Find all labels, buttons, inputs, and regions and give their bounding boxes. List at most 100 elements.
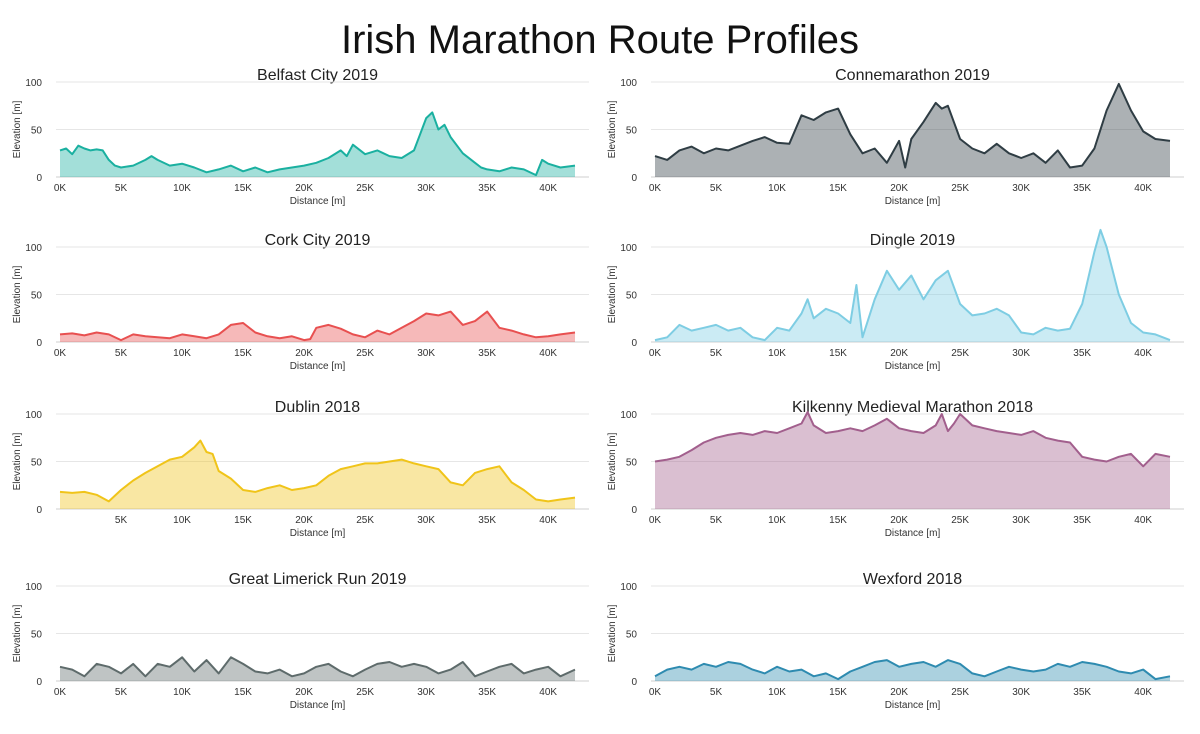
x-axis-label: Distance [m] xyxy=(885,196,941,207)
x-tick-label: 10K xyxy=(768,687,786,698)
x-tick-label: 20K xyxy=(890,515,908,526)
x-tick-label: 35K xyxy=(478,687,496,698)
x-tick-label: 30K xyxy=(1012,515,1030,526)
x-tick-label: 35K xyxy=(1073,687,1091,698)
x-tick-label: 10K xyxy=(768,183,786,194)
x-tick-label: 15K xyxy=(234,348,252,359)
x-tick-label: 5K xyxy=(710,348,723,359)
x-tick-label: 25K xyxy=(951,515,969,526)
elevation-line xyxy=(59,111,576,177)
chart-panel-3: Cork City 2019 0 50 100 0K 5K 10K 15K 20K 25K 30K 3… xyxy=(12,232,589,372)
x-tick-label: 40K xyxy=(1134,687,1152,698)
y-tick-label: 50 xyxy=(626,126,638,137)
y-tick-label: 100 xyxy=(25,78,42,89)
x-tick-label: 0K xyxy=(649,348,662,359)
x-tick-label: 40K xyxy=(539,183,557,194)
y-tick-label: 0 xyxy=(36,173,42,184)
x-tick-label: 20K xyxy=(890,183,908,194)
elevation-area xyxy=(655,83,1170,177)
elevation-area xyxy=(655,412,1170,509)
x-tick-label: 20K xyxy=(295,687,313,698)
y-tick-label: 100 xyxy=(25,243,42,254)
x-tick-label: 10K xyxy=(768,348,786,359)
x-tick-label: 35K xyxy=(478,348,496,359)
x-tick-label: 5K xyxy=(115,687,128,698)
x-tick-label: 0K xyxy=(649,183,662,194)
y-tick-label: 0 xyxy=(631,677,637,688)
x-tick-label: 0K xyxy=(54,687,67,698)
x-tick-label: 20K xyxy=(295,515,313,526)
x-tick-label: 25K xyxy=(356,348,374,359)
y-axis-label: Elevation [m] xyxy=(607,604,618,662)
x-tick-label: 35K xyxy=(478,183,496,194)
y-tick-label: 100 xyxy=(620,582,637,593)
elevation-area xyxy=(60,112,575,177)
x-tick-label: 40K xyxy=(1134,183,1152,194)
y-axis-label: Elevation [m] xyxy=(607,265,618,323)
chart-panel-2: Connemarathon 2019 0 50 100 0K 5K 10K 15K 20K 25K… xyxy=(607,67,1184,207)
panel-title: Cork City 2019 xyxy=(265,232,371,249)
elevation-area xyxy=(655,229,1170,342)
x-tick-label: 30K xyxy=(1012,183,1030,194)
x-tick-label: 10K xyxy=(173,515,191,526)
x-tick-label: 30K xyxy=(1012,348,1030,359)
x-tick-label: 0K xyxy=(649,687,662,698)
x-tick-label: 30K xyxy=(417,348,435,359)
x-tick-label: 0K xyxy=(649,515,662,526)
x-tick-label: 40K xyxy=(539,515,557,526)
x-tick-label: 5K xyxy=(710,515,723,526)
elevation-area xyxy=(60,311,575,342)
x-tick-label: 20K xyxy=(890,348,908,359)
x-tick-label: 10K xyxy=(173,687,191,698)
y-axis-label: Elevation [m] xyxy=(12,604,23,662)
chart-panel-8: Wexford 2018 0 50 100 0K 5K 10K 15K 20K 25K 30K 35K… xyxy=(607,571,1184,711)
x-tick-label: 15K xyxy=(829,183,847,194)
x-axis-label: Distance [m] xyxy=(290,361,346,372)
x-tick-label: 15K xyxy=(829,515,847,526)
x-tick-label: 15K xyxy=(829,687,847,698)
panel-title: Great Limerick Run 2019 xyxy=(229,571,407,588)
elevation-line xyxy=(654,411,1171,468)
x-axis-label: Distance [m] xyxy=(885,361,941,372)
elevation-line xyxy=(59,656,576,678)
x-tick-label: 30K xyxy=(417,687,435,698)
chart-panel-5: Dublin 2018 0 50 100 5K 10K 15K 20K 25K 30K 35K 40K… xyxy=(12,399,589,539)
x-tick-label: 0K xyxy=(54,348,67,359)
y-tick-label: 0 xyxy=(631,173,637,184)
y-tick-label: 50 xyxy=(626,630,638,641)
y-tick-label: 0 xyxy=(36,338,42,349)
x-tick-label: 20K xyxy=(295,183,313,194)
elevation-area xyxy=(60,657,575,681)
x-tick-label: 5K xyxy=(115,348,128,359)
x-tick-label: 5K xyxy=(710,183,723,194)
x-tick-label: 25K xyxy=(951,183,969,194)
x-tick-label: 25K xyxy=(356,515,374,526)
elevation-line xyxy=(59,310,576,342)
y-axis-label: Elevation [m] xyxy=(12,100,23,158)
y-tick-label: 0 xyxy=(36,505,42,516)
x-tick-label: 40K xyxy=(1134,348,1152,359)
x-tick-label: 25K xyxy=(356,183,374,194)
y-tick-label: 0 xyxy=(631,338,637,349)
x-tick-label: 25K xyxy=(951,348,969,359)
y-axis-label: Elevation [m] xyxy=(12,265,23,323)
x-tick-label: 5K xyxy=(115,183,128,194)
x-tick-label: 40K xyxy=(1134,515,1152,526)
x-tick-label: 35K xyxy=(1073,183,1091,194)
elevation-line xyxy=(654,659,1171,681)
y-tick-label: 0 xyxy=(36,677,42,688)
x-axis-label: Distance [m] xyxy=(885,700,941,711)
y-tick-label: 100 xyxy=(25,410,42,421)
elevation-line xyxy=(654,82,1171,169)
x-tick-label: 10K xyxy=(768,515,786,526)
chart-panel-6: Kilkenny Medieval Marathon 2018 0 50 100 0K 5… xyxy=(607,399,1184,539)
x-tick-label: 35K xyxy=(478,515,496,526)
elevation-area xyxy=(60,440,575,509)
page-title: Irish Marathon Route Profiles xyxy=(340,18,859,62)
x-tick-label: 30K xyxy=(1012,687,1030,698)
x-tick-label: 25K xyxy=(951,687,969,698)
x-tick-label: 35K xyxy=(1073,348,1091,359)
panel-title: Belfast City 2019 xyxy=(257,67,378,84)
panel-title: Wexford 2018 xyxy=(863,571,962,588)
